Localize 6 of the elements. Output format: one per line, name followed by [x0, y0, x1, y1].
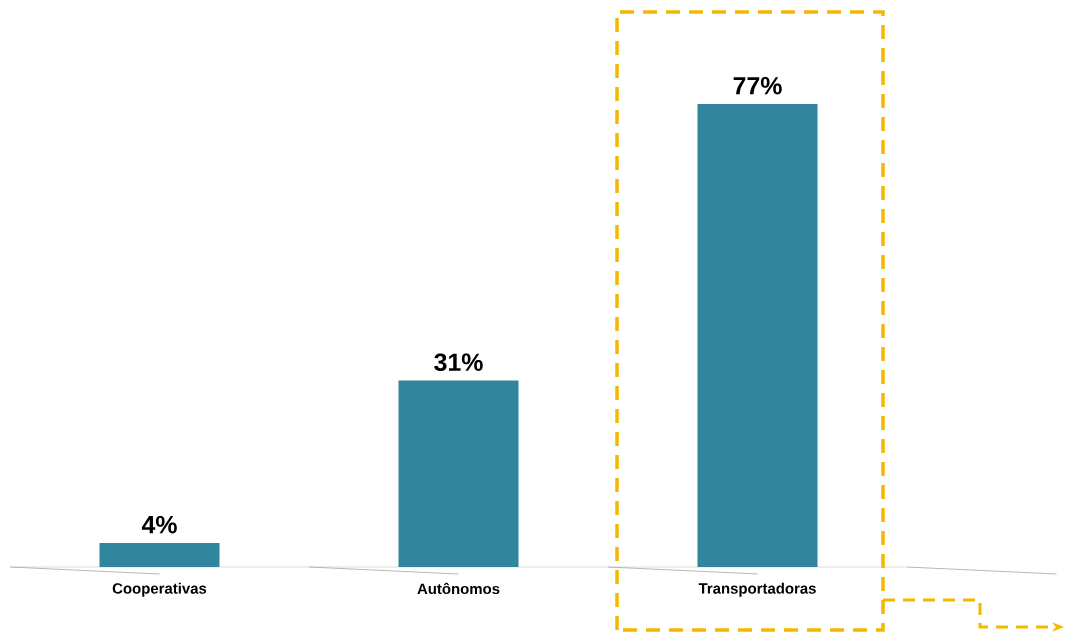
x-tick-label: Autônomos [417, 582, 500, 595]
x-tick-label: Cooperativas [112, 582, 207, 597]
data-label: 31% [434, 353, 483, 372]
x-tick-label: Transportadoras [698, 582, 816, 597]
data-label: 4% [141, 515, 177, 534]
data-label: 77% [733, 76, 782, 95]
